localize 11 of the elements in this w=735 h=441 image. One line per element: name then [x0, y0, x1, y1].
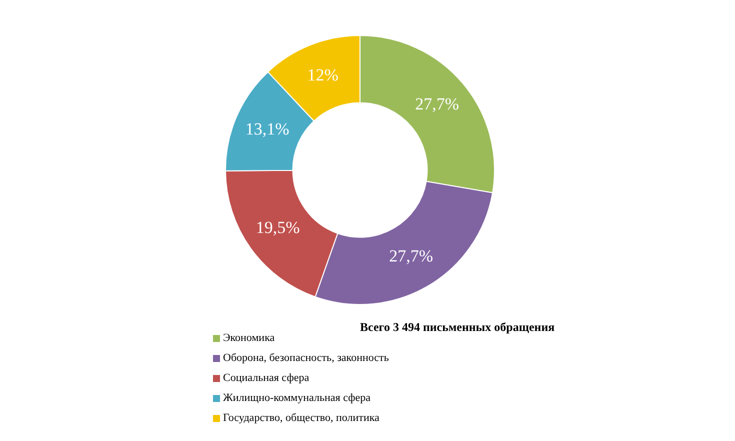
legend-label: Экономика — [223, 332, 275, 344]
data-label: 12% — [307, 66, 338, 85]
legend-label: Государство, общество, политика — [223, 412, 380, 424]
data-label: 13,1% — [245, 120, 290, 139]
data-label: 19,5% — [256, 218, 300, 237]
data-label: 27,7% — [389, 246, 434, 266]
data-label: 27,7% — [415, 94, 460, 114]
text: Всего 3 494 письменных обращения — [360, 320, 555, 335]
legend-label: Оборона, безопасность, законность — [223, 352, 389, 364]
legend-label: Социальная сфера — [223, 372, 310, 384]
legend-label: Жилищно-коммунальная сфера — [223, 392, 370, 404]
